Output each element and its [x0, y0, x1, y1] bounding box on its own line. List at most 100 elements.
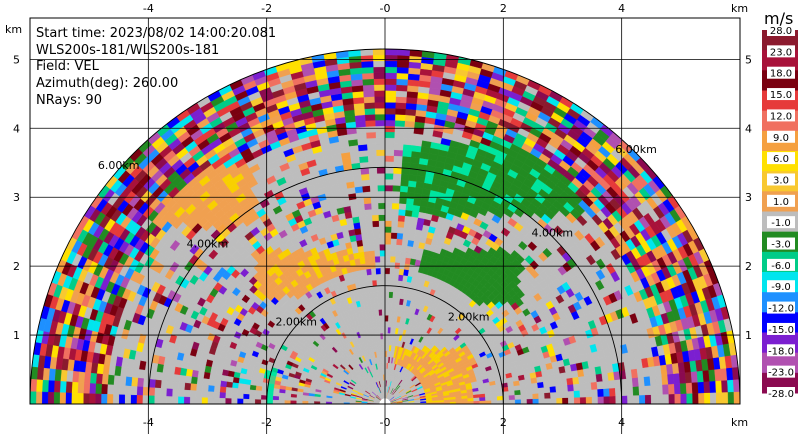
velocity-cell: [614, 387, 622, 397]
velocity-cell: [366, 143, 377, 151]
velocity-cell: [590, 381, 598, 390]
velocity-cell: [709, 380, 717, 393]
velocity-cell: [375, 149, 386, 156]
velocity-cell: [372, 54, 386, 62]
velocity-cell: [405, 197, 415, 206]
velocity-cell: [370, 196, 379, 204]
velocity-cell: [384, 78, 397, 85]
velocity-cell: [384, 208, 393, 216]
velocity-cell: [387, 326, 391, 334]
velocity-cell: [375, 267, 381, 275]
velocity-cell: [396, 232, 404, 240]
velocity-cell: [387, 309, 392, 316]
velocity-cell: [526, 393, 534, 400]
velocity-cell: [508, 394, 516, 400]
velocity-cell: [603, 388, 610, 397]
velocity-cell: [721, 391, 729, 405]
velocity-cell: [555, 385, 563, 393]
velocity-cell: [637, 376, 645, 387]
velocity-cell: [396, 226, 404, 234]
velocity-cell: [380, 267, 386, 275]
velocity-cell: [373, 244, 380, 251]
velocity-cell: [392, 167, 402, 175]
velocity-cell: [366, 137, 377, 145]
velocity-cell: [503, 399, 510, 405]
velocity-cell: [632, 386, 640, 396]
velocity-cell: [538, 398, 546, 405]
velocity-cell: [401, 155, 412, 163]
velocity-cell: [644, 385, 652, 396]
velocity-cell: [375, 137, 386, 145]
velocity-cell: [382, 326, 386, 334]
velocity-cell: [377, 184, 386, 192]
velocity-cell: [391, 303, 396, 311]
velocity-cell: [703, 381, 711, 394]
velocity-cell: [398, 268, 405, 276]
velocity-cell: [543, 386, 551, 394]
velocity-cell: [656, 384, 664, 395]
velocity-cell: [490, 395, 498, 401]
velocity-cell: [391, 297, 397, 305]
velocity-cell: [369, 190, 379, 198]
velocity-cell: [384, 261, 391, 269]
velocity-cell: [673, 383, 681, 395]
velocity-cell: [392, 173, 402, 180]
velocity-cell: [686, 393, 693, 405]
velocity-cell: [361, 238, 369, 247]
velocity-cell: [365, 220, 373, 228]
velocity-cell: [400, 244, 408, 252]
velocity-cell: [393, 143, 404, 151]
velocity-cell: [360, 227, 368, 235]
velocity-cell: [544, 392, 551, 399]
velocity-cell: [397, 208, 406, 216]
velocity-cell: [402, 233, 410, 241]
velocity-cell: [359, 48, 374, 57]
velocity-cell: [395, 102, 407, 110]
velocity-cell: [394, 125, 405, 133]
velocity-cell: [384, 96, 396, 103]
velocity-cell: [360, 54, 374, 62]
velocity-cell: [384, 90, 397, 97]
velocity-cell: [384, 214, 392, 221]
velocity-cell: [365, 125, 376, 133]
velocity-cell: [372, 60, 386, 68]
velocity-cell: [373, 90, 386, 97]
velocity-cell: [381, 309, 386, 316]
velocity-cell: [390, 244, 397, 251]
velocity-cell: [556, 397, 563, 405]
velocity-cell: [405, 251, 412, 259]
velocity-cell: [388, 297, 393, 304]
velocity-cell: [395, 84, 408, 92]
velocity-cell: [384, 119, 396, 127]
velocity-cell: [355, 120, 366, 128]
velocity-cell: [568, 397, 575, 405]
velocity-cell: [368, 250, 375, 258]
velocity-cell: [380, 291, 386, 298]
velocity-cell: [356, 132, 367, 140]
velocity-cell: [370, 267, 377, 275]
velocity-cell: [384, 255, 391, 263]
velocity-cell: [390, 309, 396, 316]
velocity-cell: [684, 371, 693, 384]
velocity-cell: [380, 273, 386, 280]
velocity-cell: [532, 398, 540, 405]
velocity-cell: [567, 390, 575, 398]
velocity-cell: [520, 393, 528, 400]
velocity-cell: [367, 238, 375, 246]
velocity-cell: [392, 285, 398, 293]
velocity-cell: [374, 255, 381, 263]
velocity-cell: [394, 131, 405, 139]
velocity-cell: [367, 149, 377, 157]
velocity-cell: [407, 233, 416, 242]
velocity-cell: [377, 208, 386, 216]
velocity-cell: [396, 60, 410, 68]
velocity-cell: [603, 395, 611, 405]
velocity-cell: [358, 215, 367, 223]
velocity-cell: [400, 179, 409, 187]
velocity-cell: [364, 114, 376, 121]
velocity-cell: [384, 178, 394, 186]
velocity-cell: [384, 297, 389, 304]
velocity-cell: [364, 214, 373, 222]
velocity-cell: [585, 389, 593, 398]
velocity-cell: [393, 161, 403, 169]
